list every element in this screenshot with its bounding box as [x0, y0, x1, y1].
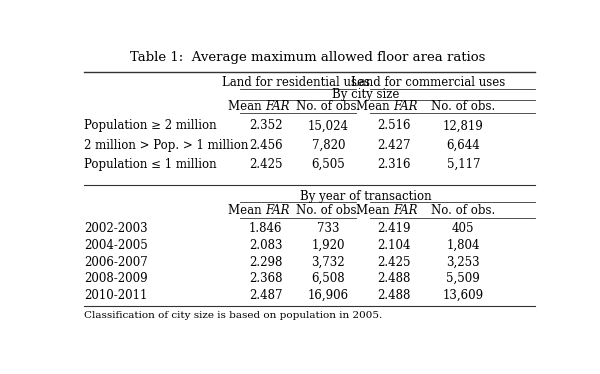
Text: No. of obs.: No. of obs.: [296, 100, 361, 113]
Text: 2.516: 2.516: [377, 119, 410, 132]
Text: 2.419: 2.419: [377, 222, 410, 235]
Text: 405: 405: [452, 222, 475, 235]
Text: 7,820: 7,820: [311, 139, 345, 151]
Text: Mean: Mean: [228, 100, 266, 113]
Text: Land for commercial uses: Land for commercial uses: [351, 76, 506, 89]
Text: 733: 733: [317, 222, 340, 235]
Text: 2.456: 2.456: [249, 139, 283, 151]
Text: 2.425: 2.425: [249, 158, 283, 171]
Text: 2.298: 2.298: [249, 255, 283, 269]
Text: No. of obs.: No. of obs.: [431, 204, 496, 217]
Text: 2.487: 2.487: [249, 289, 283, 302]
Text: 3,732: 3,732: [311, 255, 345, 269]
Text: No. of obs.: No. of obs.: [431, 100, 496, 113]
Text: 2.352: 2.352: [249, 119, 283, 132]
Text: 2.427: 2.427: [377, 139, 410, 151]
Text: 3,253: 3,253: [446, 255, 480, 269]
Text: 6,644: 6,644: [446, 139, 480, 151]
Text: 2004-2005: 2004-2005: [84, 239, 148, 252]
Text: Population ≤ 1 million: Population ≤ 1 million: [84, 158, 217, 171]
Text: 13,609: 13,609: [443, 289, 484, 302]
Text: Land for residential uses: Land for residential uses: [222, 76, 370, 89]
Text: 12,819: 12,819: [443, 119, 484, 132]
Text: 15,024: 15,024: [308, 119, 349, 132]
Text: 2.488: 2.488: [377, 289, 410, 302]
Text: 2008-2009: 2008-2009: [84, 272, 148, 285]
Text: No. of obs.: No. of obs.: [296, 204, 361, 217]
Text: Population ≥ 2 million: Population ≥ 2 million: [84, 119, 217, 132]
Text: Mean: Mean: [228, 204, 266, 217]
Text: 2002-2003: 2002-2003: [84, 222, 148, 235]
Text: Mean: Mean: [356, 204, 394, 217]
Text: FAR: FAR: [394, 204, 418, 217]
Text: 2.083: 2.083: [249, 239, 283, 252]
Text: 6,508: 6,508: [311, 272, 345, 285]
Text: By year of transaction: By year of transaction: [300, 190, 431, 203]
Text: 2.368: 2.368: [249, 272, 283, 285]
Text: 6,505: 6,505: [311, 158, 346, 171]
Text: 1.846: 1.846: [249, 222, 283, 235]
Text: FAR: FAR: [394, 100, 418, 113]
Text: 1,920: 1,920: [311, 239, 345, 252]
Text: By city size: By city size: [332, 88, 400, 101]
Text: 2010-2011: 2010-2011: [84, 289, 148, 302]
Text: Mean: Mean: [356, 100, 394, 113]
Text: FAR: FAR: [266, 204, 290, 217]
Text: 1,804: 1,804: [446, 239, 480, 252]
Text: 2.316: 2.316: [377, 158, 410, 171]
Text: 2.425: 2.425: [377, 255, 410, 269]
Text: 16,906: 16,906: [308, 289, 349, 302]
Text: 2 million > Pop. > 1 million: 2 million > Pop. > 1 million: [84, 139, 248, 151]
Text: Classification of city size is based on population in 2005.: Classification of city size is based on …: [84, 310, 383, 319]
Text: 2.104: 2.104: [377, 239, 410, 252]
Text: Table 1:  Average maximum allowed floor area ratios: Table 1: Average maximum allowed floor a…: [130, 51, 485, 64]
Text: 2.488: 2.488: [377, 272, 410, 285]
Text: 2006-2007: 2006-2007: [84, 255, 148, 269]
Text: 5,509: 5,509: [446, 272, 480, 285]
Text: FAR: FAR: [266, 100, 290, 113]
Text: 5,117: 5,117: [446, 158, 480, 171]
